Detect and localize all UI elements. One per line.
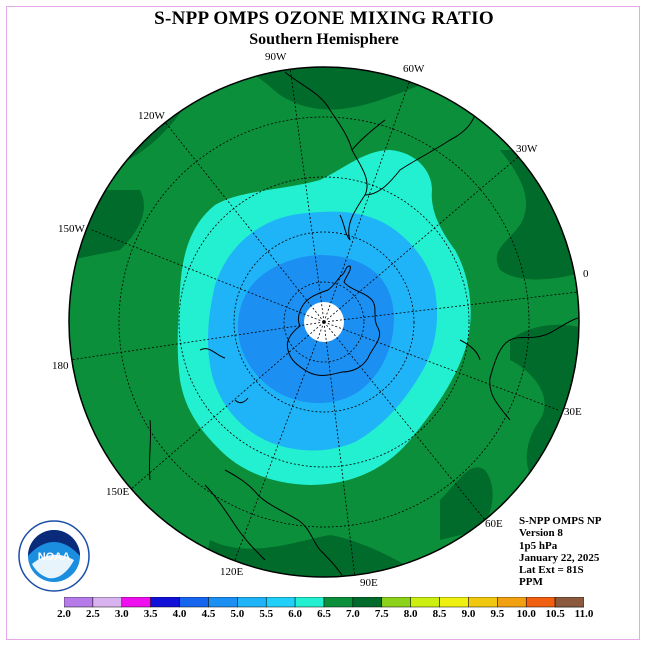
- colorbar-tick-label: 4.0: [172, 608, 187, 620]
- map-title: S-NPP OMPS OZONE MIXING RATIO: [154, 8, 494, 29]
- lon-label-0: 0: [583, 268, 589, 280]
- coastline-south-america: [284, 71, 479, 241]
- colorbar-box: [323, 597, 354, 608]
- colorbar-tick-label: 9.5: [490, 608, 505, 620]
- colorbar-box: [64, 597, 94, 608]
- colorbar-tick-label: 8.0: [403, 608, 418, 620]
- info-level: 1p5 hPa: [519, 539, 558, 552]
- colorbar-box: [439, 597, 469, 608]
- colorbar-tick-label: 9.0: [461, 608, 476, 620]
- colorbar-tick-label: 2.5: [86, 608, 100, 620]
- colorbar-tick-label: 6.0: [288, 608, 302, 620]
- colorbar-box: [554, 597, 584, 608]
- info-block: S-NPP OMPS NP Version 8 1p5 hPa January …: [519, 515, 602, 589]
- colorbar-tick-label: 7.0: [346, 608, 360, 620]
- colorbar-box: [352, 597, 383, 608]
- colorbar-tick-label: 3.5: [143, 608, 158, 620]
- info-lat-ext: Lat Ext = 81S: [519, 564, 584, 577]
- coastline-africa: [459, 317, 579, 421]
- colorbar-box: [92, 597, 123, 608]
- lon-label-150w: 150W: [58, 223, 85, 235]
- colorbar-box: [497, 597, 527, 608]
- colorbar-box: [410, 597, 440, 608]
- map-subtitle: Southern Hemisphere: [249, 31, 399, 48]
- logo-text: NOAA: [38, 551, 70, 563]
- region-6.5-7.0: [440, 467, 493, 540]
- colorbar-box: [265, 597, 296, 608]
- lon-label-60w: 60W: [403, 63, 425, 75]
- region-6.5-7.0: [160, 67, 470, 110]
- colorbar: [64, 597, 584, 608]
- lon-label-90w: 90W: [265, 51, 287, 63]
- info-date: January 22, 2025: [519, 551, 600, 564]
- colorbar-tick-label: 4.5: [201, 608, 216, 620]
- colorbar-box: [468, 597, 498, 608]
- colorbar-tick-label: 10.0: [516, 608, 536, 620]
- plot-frame: [6, 6, 640, 640]
- meridians: [69, 67, 579, 577]
- info-version: Version 8: [519, 527, 563, 540]
- map-boundary: [68, 66, 580, 578]
- latitude-circles: [118, 116, 530, 528]
- info-instrument: S-NPP OMPS NP: [519, 515, 602, 527]
- lon-label-120w: 120W: [138, 110, 165, 122]
- lon-label-180: 180: [52, 360, 69, 372]
- noaa-logo: NOAA: [18, 520, 90, 592]
- colorbar-tick-label: 8.5: [432, 608, 447, 620]
- colorbar-tick-label: 11.0: [574, 608, 594, 620]
- colorbar-box: [121, 597, 151, 608]
- colorbar-box: [294, 597, 325, 608]
- colorbar-tick-label: 10.5: [545, 608, 565, 620]
- colorbar-box: [208, 597, 238, 608]
- info-units: PPM: [519, 576, 543, 589]
- colorbar-tick-label: 5.5: [259, 608, 274, 620]
- colorbar-tick-label: 7.5: [374, 608, 389, 620]
- colorbar-box: [237, 597, 267, 608]
- colorbar-box: [150, 597, 180, 608]
- colorbar-box: [179, 597, 209, 608]
- lon-label-30w: 30W: [516, 143, 538, 155]
- colorbar-tick-label: 5.0: [230, 608, 245, 620]
- lon-label-90e: 90E: [360, 577, 378, 589]
- coastline-australia: [148, 348, 343, 576]
- colorbar-tick-label: 2.0: [57, 608, 71, 620]
- coastline-antarctica: [286, 265, 381, 376]
- colorbar-box: [381, 597, 411, 608]
- lon-label-150e: 150E: [106, 486, 130, 498]
- lon-label-60e: 60E: [485, 518, 503, 530]
- colorbar-box: [525, 597, 556, 608]
- lon-label-30e: 30E: [564, 406, 582, 418]
- colorbar-tick-label: 6.5: [317, 608, 331, 620]
- colorbar-tick-label: 3.0: [114, 608, 129, 620]
- lon-label-120e: 120E: [220, 566, 244, 578]
